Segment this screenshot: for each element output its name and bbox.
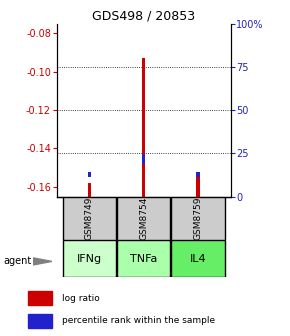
Text: IFNg: IFNg — [77, 254, 102, 264]
Bar — [117, 197, 170, 240]
Text: GSM8754: GSM8754 — [139, 197, 148, 240]
Bar — [28, 291, 52, 305]
Text: GSM8749: GSM8749 — [85, 197, 94, 240]
Title: GDS498 / 20853: GDS498 / 20853 — [92, 9, 195, 23]
Polygon shape — [33, 258, 52, 265]
Text: percentile rank within the sample: percentile rank within the sample — [62, 317, 215, 325]
Text: TNFa: TNFa — [130, 254, 157, 264]
Bar — [196, 175, 200, 197]
Bar — [142, 154, 145, 164]
Text: log ratio: log ratio — [62, 294, 100, 303]
Bar — [28, 313, 52, 328]
Text: IL4: IL4 — [190, 254, 206, 264]
Bar — [171, 197, 224, 240]
Bar — [88, 172, 91, 177]
Bar — [63, 197, 116, 240]
Bar — [196, 172, 200, 177]
Bar — [88, 183, 91, 197]
Bar — [171, 240, 224, 277]
Bar — [63, 240, 116, 277]
Text: GSM8759: GSM8759 — [193, 197, 202, 240]
Bar — [142, 58, 145, 197]
Bar — [117, 240, 170, 277]
Text: agent: agent — [3, 256, 31, 266]
